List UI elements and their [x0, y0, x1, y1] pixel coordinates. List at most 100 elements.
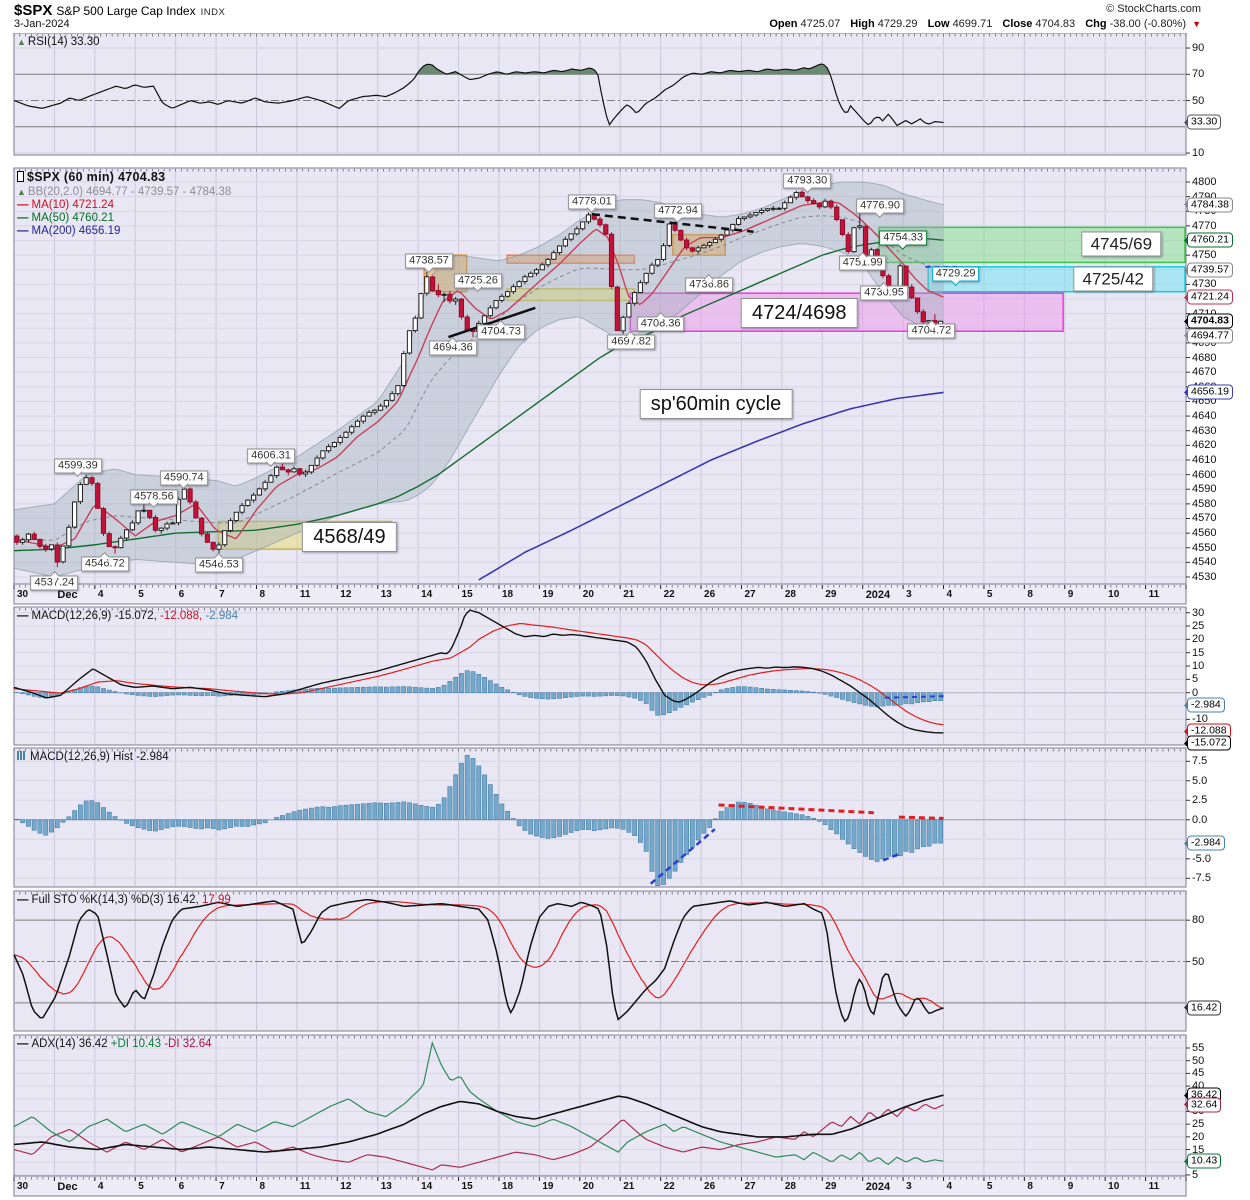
y-axis-value-bubble: 4721.24: [1184, 289, 1233, 305]
y-axis-label: 45: [1192, 1067, 1205, 1080]
x-axis-label: 5: [986, 589, 993, 600]
x-axis-label: 19: [542, 1181, 554, 1192]
y-axis-label: 10: [1192, 147, 1205, 160]
x-axis-label: 13: [380, 1181, 392, 1192]
x-axis-label: 5: [986, 1181, 993, 1192]
chart-zone-label: 4568/49: [302, 521, 397, 552]
y-axis-label: 4580: [1192, 497, 1217, 510]
x-axis-label: 5: [138, 1181, 144, 1192]
y-axis-label: 4530: [1192, 571, 1217, 583]
y-axis-label: 5: [1192, 1168, 1199, 1181]
close-value: 4704.83: [1035, 18, 1076, 30]
rsi-area-icon: ▲: [17, 37, 26, 47]
price-annotation: 4694.36: [429, 340, 477, 356]
price-annotation: 4736.86: [685, 277, 733, 293]
price-annotation: 4778.01: [568, 194, 616, 210]
y-axis-label: 90: [1192, 42, 1205, 55]
x-axis-label: 22: [663, 589, 675, 600]
price-annotation: 4708.36: [636, 316, 685, 332]
y-axis-label: 5.0: [1192, 774, 1208, 787]
open-value: 4725.07: [800, 18, 841, 30]
x-axis-label: 6: [178, 1181, 185, 1192]
x-axis-label: 21: [623, 1181, 635, 1192]
y-axis-value-bubble: -2.984: [1184, 835, 1225, 851]
y-axis-label: 0: [1192, 686, 1199, 699]
exchange-label: INDX: [200, 7, 226, 18]
y-axis-value-bubble: 4694.77: [1184, 328, 1233, 344]
x-axis-label: 9: [1067, 1181, 1074, 1192]
stockcharts-copyright-link[interactable]: © StockCharts.com: [1106, 3, 1201, 15]
x-axis-label: 28: [784, 1181, 796, 1192]
chart-zone-label: 4724/4698: [740, 297, 858, 328]
y-axis-label: 4600: [1192, 468, 1217, 481]
price-annotation: 4793.30: [783, 173, 832, 189]
x-axis-label: 14: [421, 589, 433, 600]
y-axis-label: 80: [1192, 914, 1205, 927]
x-axis-label: 4: [97, 589, 104, 600]
y-axis-label: 2.5: [1192, 794, 1208, 807]
candlestick-icon: [17, 171, 24, 182]
y-axis-value-bubble: -12.088: [1184, 723, 1231, 739]
x-axis-label: 12: [340, 589, 352, 600]
x-axis-label: 30: [17, 1181, 29, 1192]
high-value: 4729.29: [877, 18, 918, 30]
y-axis-label: 15: [1192, 1143, 1205, 1156]
price-annotation: 4704.73: [477, 324, 525, 340]
price-annotation: 4578.56: [129, 489, 178, 505]
price-annotation: 4537.24: [30, 575, 79, 591]
x-axis-label: 5: [138, 589, 144, 600]
x-axis-label: 4: [97, 1181, 104, 1192]
y-axis-label: -10: [1192, 713, 1208, 726]
price-annotation: 4704.72: [907, 323, 956, 339]
price-annotation: 4730.95: [860, 285, 908, 301]
y-axis-value-bubble: 4739.57: [1184, 262, 1233, 278]
x-axis-label: 20: [582, 589, 594, 600]
y-axis-label: 20: [1192, 1130, 1205, 1143]
price-annotation: 4697.82: [607, 334, 655, 350]
x-axis-label: 29: [825, 1181, 837, 1192]
price-annotation: 4738.57: [405, 253, 453, 269]
x-axis-label: 29: [825, 589, 837, 600]
x-axis-label: 13: [380, 589, 392, 600]
x-axis-label: Dec: [57, 589, 78, 601]
y-axis-label: -5.0: [1192, 852, 1211, 865]
x-axis-label: 20: [582, 1181, 594, 1192]
bb-icon: ▲: [17, 187, 26, 197]
index-name: S&P 500 Large Cap Index: [56, 4, 196, 18]
sto-line-icon: —: [17, 894, 29, 906]
y-axis-label: 4620: [1192, 439, 1217, 452]
macd-hist-legend: MACD(12,26,9) Hist -2.984: [17, 751, 169, 764]
y-axis-label: 0.0: [1192, 813, 1208, 826]
x-axis-label: 6: [178, 589, 185, 600]
macd-line-icon: —: [17, 610, 29, 622]
x-axis-label: 10: [1108, 589, 1120, 600]
y-axis-label: 4630: [1192, 424, 1217, 437]
y-axis-label: 50: [1192, 94, 1205, 107]
price-annotation: 4729.29: [931, 266, 980, 282]
chart-header: $SPX S&P 500 Large Cap Index INDX © StockC…: [0, 0, 1250, 33]
x-axis-label: 11: [299, 1181, 311, 1192]
y-axis-label: 4610: [1192, 453, 1217, 466]
price-annotation: 4546.53: [195, 557, 243, 573]
y-axis-label: 4550: [1192, 541, 1217, 554]
x-axis-label: 12: [340, 1181, 352, 1192]
x-axis-label: 30: [17, 589, 29, 600]
x-axis-label: 8: [259, 1181, 266, 1192]
ma50-legend: — MA(50) 4760.21: [17, 212, 114, 224]
y-axis-label: 4590: [1192, 483, 1217, 496]
y-axis-label: 5: [1192, 673, 1199, 686]
x-axis-label: 2024: [865, 1181, 891, 1193]
y-axis-label: 4750: [1192, 249, 1217, 262]
y-axis-label: 20: [1192, 633, 1205, 646]
ma200-legend: — MA(200) 4656.19: [17, 225, 121, 237]
y-axis-label: 4680: [1192, 351, 1217, 364]
x-axis-label: 14: [421, 1181, 433, 1192]
chg-value: -38.00 (-0.80%): [1109, 18, 1187, 30]
x-axis-label: 4: [946, 589, 953, 600]
x-axis-label: 11: [299, 589, 311, 600]
open-label: Open: [769, 18, 798, 30]
sto-legend: — Full STO %K(14,3) %D(3) 16.42, 17.99: [17, 894, 231, 906]
chart-zone-label: 4745/69: [1081, 231, 1162, 257]
x-axis-label: 27: [744, 589, 756, 600]
